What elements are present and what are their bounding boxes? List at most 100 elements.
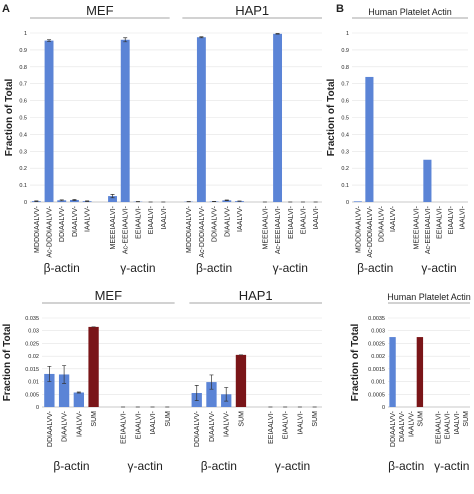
bar <box>365 76 374 202</box>
y-tick-label: 0.4 <box>341 132 349 138</box>
y-axis-label: Fraction of Total <box>326 78 337 156</box>
y-tick-label: 0.0025 <box>368 341 385 347</box>
error-bar <box>275 33 280 35</box>
x-tick-label: EIAALVI- <box>448 205 455 234</box>
x-tick-label: Ac-DDDIAALVV- <box>199 205 206 257</box>
x-tick-label: SUM <box>312 411 319 427</box>
x-tick-label: DDIAALVV- <box>47 410 54 447</box>
y-tick-label: 0.003 <box>371 329 385 335</box>
bar <box>88 326 99 407</box>
x-tick-label: MDDDIAALVV- <box>34 205 41 253</box>
subgroup-label: β-actin <box>196 261 232 275</box>
bar <box>222 200 232 202</box>
y-tick-label: 0.03 <box>28 329 39 335</box>
group-title: MEF <box>86 3 114 18</box>
subgroup-label: γ-actin <box>434 459 469 473</box>
x-tick-label: DDIAALVV- <box>212 205 219 242</box>
y-tick-label: 0.8 <box>341 65 349 71</box>
y-tick-label: 0.002 <box>371 354 385 360</box>
bar <box>73 392 84 407</box>
error-bar <box>224 199 229 201</box>
subgroup-label: γ-actin <box>273 261 308 275</box>
x-tick-label: EEIAALVI- <box>135 205 142 239</box>
x-tick-label: EEIAALVI- <box>268 410 275 444</box>
x-tick-label: IAALVV- <box>390 205 397 232</box>
error-bar <box>209 374 214 390</box>
y-axis-label: Fraction of Total <box>2 323 13 401</box>
bar <box>58 374 70 407</box>
panel-letter: B <box>336 3 344 15</box>
y-tick-label: 1 <box>24 31 27 37</box>
x-tick-label: IAALVV- <box>76 410 83 437</box>
x-tick-label: SUM <box>238 411 245 427</box>
x-tick-label: MEEEIAALVI- <box>413 205 420 249</box>
x-tick-label: DIAALVV- <box>209 410 216 442</box>
x-tick-label: IAALVI- <box>460 205 467 229</box>
error-bar <box>72 199 77 201</box>
bar <box>235 354 247 407</box>
y-tick-label: 0.7 <box>341 82 349 88</box>
error-bar <box>76 391 81 394</box>
y-tick-label: 0.025 <box>25 341 39 347</box>
x-tick-label: DDIAALVV- <box>390 410 397 447</box>
y-tick-label: 0.001 <box>371 380 385 386</box>
bar <box>196 37 206 202</box>
error-bar <box>194 385 199 401</box>
error-bar <box>123 37 128 43</box>
subgroup-label: β-actin <box>388 459 424 473</box>
error-bar <box>85 200 90 202</box>
subgroup-label: γ-actin <box>275 459 310 473</box>
y-tick-label: 0.1 <box>19 183 27 189</box>
bar <box>108 196 117 202</box>
bar <box>353 201 362 202</box>
x-tick-label: DIAALVV- <box>62 410 69 442</box>
y-tick-label: 0.01 <box>28 380 39 386</box>
x-tick-label: Ac-EEEIAALVI- <box>123 205 130 254</box>
bar <box>206 382 217 407</box>
y-tick-label: 0.0005 <box>368 392 385 398</box>
group-title: HAP1 <box>235 3 269 18</box>
x-tick-label: EIAALVI- <box>283 410 290 439</box>
x-tick-label: EEIAALVI- <box>121 410 128 444</box>
y-tick-label: 0.015 <box>25 367 39 373</box>
group-title: HAP1 <box>239 288 273 303</box>
y-tick-label: 0.3 <box>341 149 349 155</box>
error-bar <box>59 199 64 202</box>
bar <box>44 373 55 407</box>
y-tick-label: 0.6 <box>19 99 27 105</box>
error-bar <box>110 194 115 199</box>
x-tick-label: MDDDIAALVV- <box>186 205 193 253</box>
y-tick-label: 0.6 <box>341 99 349 105</box>
y-tick-label: 0.8 <box>19 65 27 71</box>
bar <box>273 33 283 202</box>
x-tick-label: IAALVV- <box>224 410 231 437</box>
x-tick-label: Ac-DDDIAALVV- <box>47 205 54 257</box>
y-tick-label: 0.5 <box>341 116 349 122</box>
x-tick-label: DDIAALVV- <box>194 410 201 447</box>
panel-letter: A <box>2 3 10 15</box>
y-tick-label: 0.9 <box>19 48 27 54</box>
y-tick-label: 0.9 <box>341 48 349 54</box>
x-tick-label: EIAALVI- <box>445 410 452 439</box>
subgroup-label: γ-actin <box>120 261 155 275</box>
x-tick-label: SUM <box>463 411 470 427</box>
y-tick-label: 0.4 <box>19 132 27 138</box>
x-tick-label: IAALVV- <box>237 205 244 232</box>
x-tick-label: EIAALVI- <box>300 205 307 234</box>
bar <box>416 337 424 407</box>
bar <box>69 199 79 202</box>
y-tick-label: 0 <box>24 200 27 206</box>
y-tick-label: 0.005 <box>25 392 39 398</box>
x-tick-label: DIAALVV- <box>224 205 231 237</box>
error-bar <box>62 365 67 384</box>
x-tick-label: MDDDIAALVV- <box>355 205 362 253</box>
x-tick-label: EEIAALVI- <box>437 205 444 239</box>
error-bar <box>199 36 204 39</box>
y-tick-label: 0 <box>36 405 39 411</box>
x-tick-label: IAALVV- <box>85 205 92 232</box>
x-tick-label: IAALVI- <box>297 410 304 434</box>
y-axis-label: Fraction of Total <box>4 78 15 156</box>
error-bar <box>47 365 52 382</box>
x-tick-label: IAALVI- <box>313 205 320 229</box>
